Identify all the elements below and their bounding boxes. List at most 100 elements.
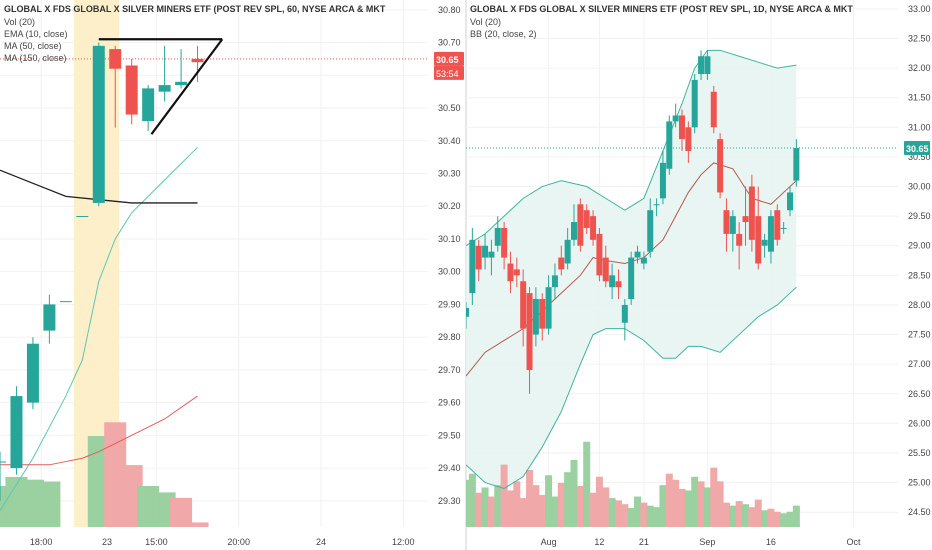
candle[interactable] (469, 227, 476, 305)
candle[interactable] (482, 233, 489, 270)
chart-panel-1d[interactable]: GLOBAL X FDS GLOBAL X SILVER MINERS ETF … (463, 0, 931, 547)
volume-bar (659, 485, 667, 527)
candle[interactable] (736, 222, 743, 270)
candle[interactable] (475, 239, 482, 282)
y-tick-label: 30.00 (908, 182, 931, 192)
candle[interactable] (175, 49, 188, 89)
candle[interactable] (621, 299, 628, 341)
candle[interactable] (583, 204, 590, 234)
candle[interactable] (539, 293, 546, 341)
candle[interactable] (92, 42, 105, 207)
candle[interactable] (0, 451, 6, 501)
candle[interactable] (596, 227, 603, 282)
candle[interactable] (526, 287, 533, 394)
candle[interactable] (59, 301, 72, 303)
candle[interactable] (501, 222, 508, 270)
candle[interactable] (609, 263, 616, 300)
candle[interactable] (742, 186, 749, 246)
price-axis[interactable]: 29.30 29.40 29.50 29.60 29.70 29.80 29.90 30.00… (438, 5, 461, 506)
candle[interactable] (698, 50, 705, 80)
volume-bar (691, 476, 699, 527)
volume-bar (672, 479, 680, 527)
candle[interactable] (717, 133, 724, 199)
candle[interactable] (679, 109, 685, 151)
candle[interactable] (10, 386, 23, 475)
candle[interactable] (142, 85, 155, 131)
candle[interactable] (564, 227, 571, 270)
candle[interactable] (494, 216, 501, 252)
candle[interactable] (666, 115, 673, 175)
candle[interactable] (125, 58, 138, 125)
time-axis[interactable]: Aug 12 21 Sep 16 Oct (541, 537, 861, 547)
candle-body (653, 204, 660, 206)
candle[interactable] (545, 275, 552, 335)
candle[interactable] (76, 216, 89, 218)
trendline-drawing[interactable] (150, 38, 224, 135)
candle[interactable] (704, 50, 711, 80)
x-tick-label: 15:00 (145, 537, 168, 547)
candle[interactable] (659, 150, 666, 205)
x-tick-label: 16 (766, 537, 776, 547)
candle[interactable] (767, 210, 774, 264)
candle-body (513, 269, 520, 276)
volume-bar (627, 507, 635, 527)
candle-body (558, 257, 565, 270)
candle-body (564, 239, 571, 264)
candle[interactable] (488, 239, 495, 276)
candle[interactable] (691, 74, 698, 134)
candle[interactable] (723, 198, 730, 252)
volume-bar (475, 492, 483, 527)
candle[interactable] (513, 257, 520, 288)
candle[interactable] (26, 337, 39, 410)
candle[interactable] (774, 204, 781, 246)
volume-bar (532, 485, 540, 527)
candle[interactable] (507, 251, 514, 294)
candle[interactable] (577, 198, 584, 252)
candle[interactable] (780, 222, 787, 234)
x-tick-label: 18:00 (30, 537, 53, 547)
candle[interactable] (463, 301, 469, 329)
candle[interactable] (787, 186, 793, 217)
candle[interactable] (755, 186, 762, 270)
candle[interactable] (551, 263, 558, 300)
candle[interactable] (615, 269, 622, 300)
time-axis[interactable]: 18:00 23 15:00 20:00 24 12:00 (30, 537, 415, 547)
candle[interactable] (653, 198, 660, 217)
chart-panel-60m[interactable]: GLOBAL X FDS GLOBAL X SILVER MINERS ETF … (0, 0, 464, 547)
candle[interactable] (647, 198, 654, 258)
candle[interactable] (602, 245, 609, 288)
candle[interactable] (628, 251, 635, 305)
plot-area (0, 0, 428, 527)
candle[interactable] (532, 287, 539, 347)
candle[interactable] (793, 139, 800, 187)
candle[interactable] (640, 251, 647, 270)
candle[interactable] (710, 85, 717, 134)
candle-body (710, 91, 717, 128)
candle-body (647, 210, 654, 252)
candle[interactable] (761, 233, 768, 258)
y-tick-label: 30.50 (908, 152, 931, 162)
candle[interactable] (685, 121, 692, 163)
candle[interactable] (571, 204, 577, 246)
candle[interactable] (158, 45, 171, 102)
candle[interactable] (520, 269, 527, 347)
candle[interactable] (590, 210, 597, 246)
candle[interactable] (191, 45, 204, 82)
candle[interactable] (109, 45, 122, 128)
candle[interactable] (43, 294, 56, 344)
countdown-badge (434, 65, 464, 80)
candle[interactable] (558, 245, 565, 276)
candle-body (679, 115, 685, 140)
y-tick-label: 30.70 (438, 38, 461, 48)
candle-body (59, 301, 72, 303)
volume-bar (754, 499, 762, 527)
candle[interactable] (672, 103, 679, 128)
volume-bar (621, 504, 629, 527)
candle[interactable] (748, 174, 755, 252)
volume-bar (186, 522, 209, 527)
candle[interactable] (634, 245, 641, 264)
candle-body (672, 115, 679, 122)
ma150-line (0, 169, 198, 204)
price-axis[interactable]: 24.50 25.00 25.50 26.00 26.50 27.00 27.50 28.00… (908, 4, 931, 517)
candle[interactable] (729, 210, 736, 252)
